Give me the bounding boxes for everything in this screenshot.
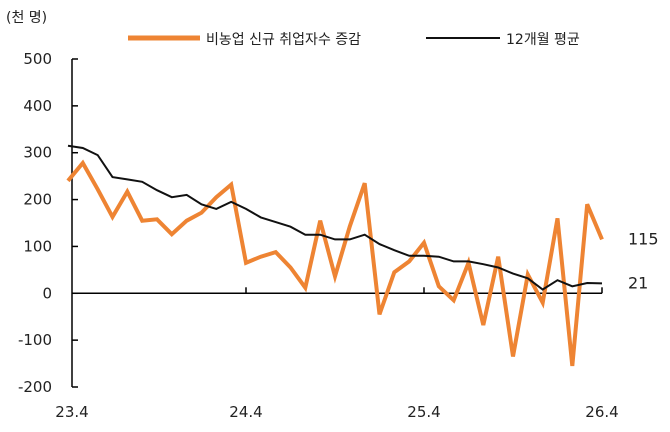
y-tick-label: -200 bbox=[18, 378, 52, 396]
y-tick-label: 500 bbox=[23, 50, 52, 68]
end-label-average: 21 bbox=[628, 273, 648, 292]
x-axis: 23.4 24.4 25.4 26.4 bbox=[55, 287, 619, 421]
end-label-new-jobs: 115 bbox=[628, 229, 659, 248]
series-line-new-jobs bbox=[66, 159, 604, 367]
y-tick-label: 400 bbox=[23, 97, 52, 115]
x-tick-label: 26.4 bbox=[585, 403, 618, 421]
end-labels: 115 21 bbox=[628, 229, 659, 292]
x-tick-label: 24.4 bbox=[229, 403, 262, 421]
y-tick-label: -100 bbox=[18, 331, 52, 349]
x-tick-label: 23.4 bbox=[55, 403, 88, 421]
y-tick-label: 100 bbox=[23, 237, 52, 255]
y-tick-label: 0 bbox=[42, 284, 52, 302]
series-line-average bbox=[67, 144, 603, 291]
x-tick-label: 25.4 bbox=[407, 403, 440, 421]
y-tick-label: 300 bbox=[23, 144, 52, 162]
y-axis: 500 400 300 200 100 0 -100 -200 bbox=[18, 50, 78, 396]
legend-label-new-jobs: 비농업 신규 취업자수 증감 bbox=[206, 32, 361, 48]
plot-area bbox=[66, 144, 604, 367]
y-unit-label: (천 명) bbox=[6, 10, 47, 26]
y-tick-label: 200 bbox=[23, 191, 52, 209]
legend: 비농업 신규 취업자수 증감 12개월 평균 bbox=[128, 32, 580, 48]
legend-label-average: 12개월 평균 bbox=[506, 32, 580, 48]
